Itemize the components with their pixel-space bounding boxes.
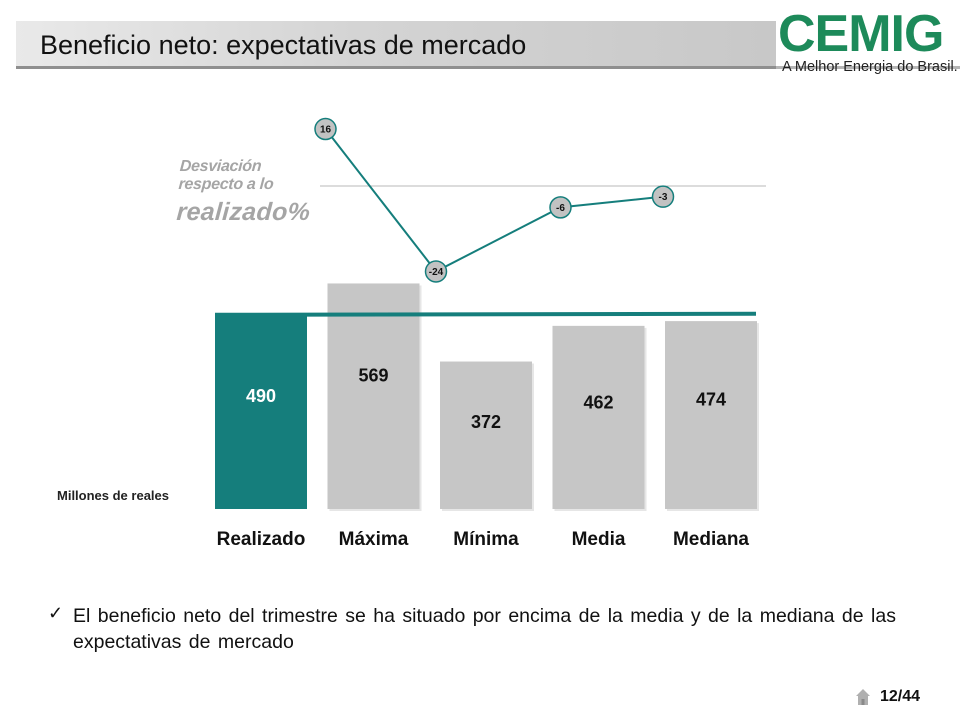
net-profit-chart: 490 Realizado 569 Máxima 372 Mínima 462 Media 47…: [214, 117, 766, 550]
bar-value-realizado: 490: [246, 386, 276, 406]
bar-realizado: [215, 314, 307, 509]
bar-value-minima: 372: [471, 412, 501, 432]
reference-line: [214, 311, 757, 317]
category-label-media: Media: [572, 529, 626, 550]
title-bar: Beneficio neto: expectativas de mercado: [16, 21, 776, 69]
page-number: 12/44: [880, 688, 921, 705]
bar-value-mediana: 474: [696, 390, 726, 410]
bar-media: [552, 325, 645, 509]
deviation-label-minima: -24: [429, 267, 444, 278]
unit-label: Millones de reales: [57, 488, 169, 503]
page-title: Beneficio neto: expectativas de mercado: [40, 30, 527, 60]
category-label-mediana: Mediana: [673, 529, 749, 550]
deviation-point-mediana: [651, 185, 675, 208]
category-label-maxima: Máxima: [339, 529, 409, 550]
deviation-point-media: [549, 196, 572, 219]
home-icon[interactable]: [855, 688, 871, 706]
bar-value-media: 462: [583, 392, 613, 412]
deviation-line: [324, 128, 664, 273]
deviation-label-mediana: -3: [659, 192, 668, 203]
deviation-label-maxima: 16: [320, 125, 332, 136]
cemig-logo: CEMIG A Melhor Energia do Brasil.: [778, 4, 958, 78]
deviation-point-minima: [424, 260, 448, 283]
check-icon: ✓: [48, 603, 64, 623]
bar-mediana: [665, 321, 757, 509]
title-divider: [776, 66, 960, 69]
logo-wordmark: CEMIG: [778, 5, 944, 63]
deviation-label-media: -6: [556, 203, 565, 214]
deviation-point-maxima: [314, 117, 337, 141]
category-label-minima: Mínima: [453, 529, 519, 550]
category-label-realizado: Realizado: [217, 529, 306, 550]
logo-tagline: A Melhor Energia do Brasil.: [782, 59, 958, 75]
bullet-text: El beneficio neto del trimestre se ha si…: [73, 605, 896, 653]
bar-minima: [440, 361, 532, 509]
bar-maxima: [327, 283, 420, 509]
bar-value-maxima: 569: [358, 365, 388, 385]
